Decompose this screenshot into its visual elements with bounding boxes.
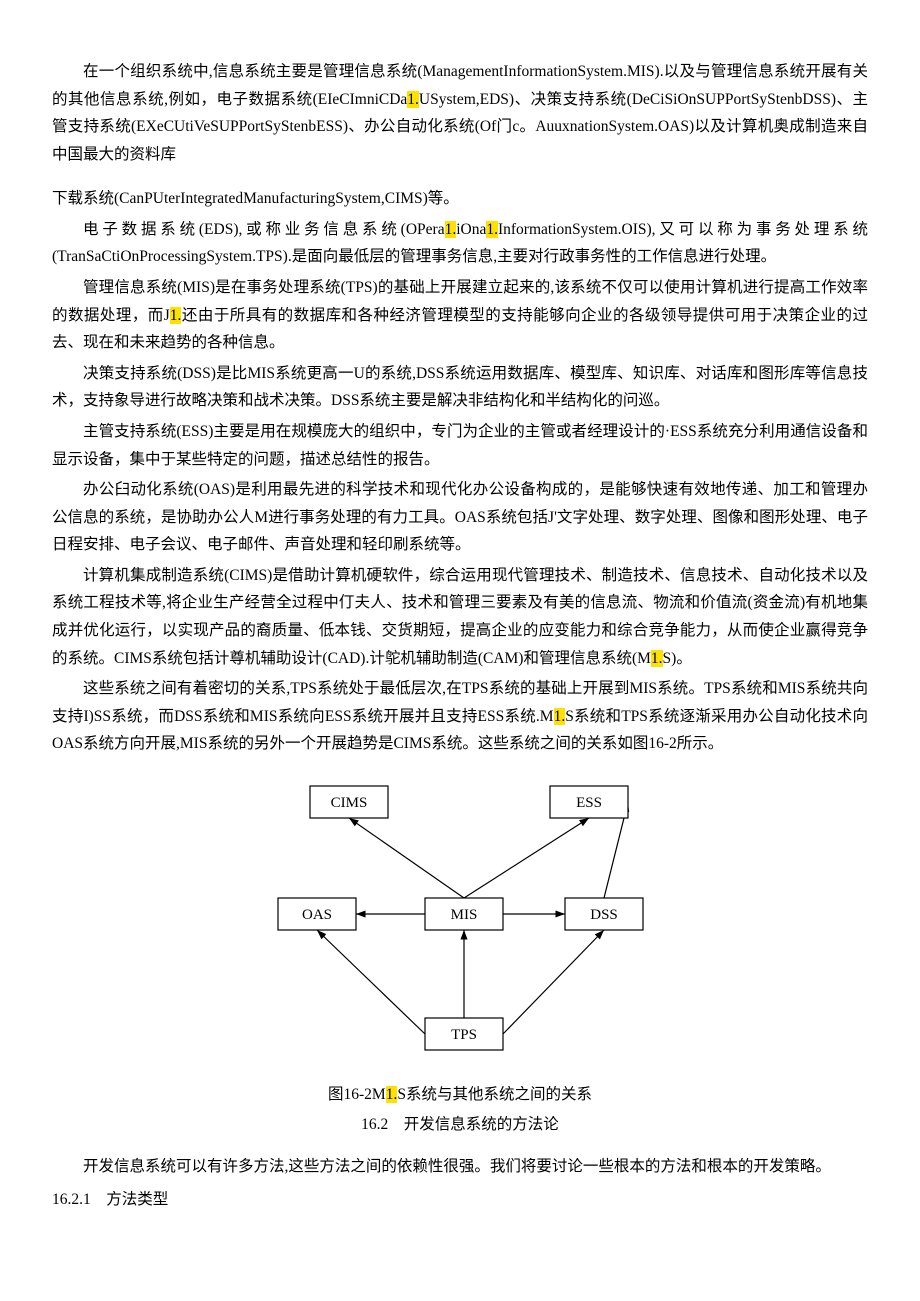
text: S)。 <box>663 650 692 667</box>
highlight: 1. <box>554 708 566 725</box>
document-page: 在一个组织系统中,信息系统主要是管理信息系统(ManagementInforma… <box>0 0 920 1257</box>
text: 16.2.1 方法类型 <box>52 1191 168 1208</box>
paragraph: 在一个组织系统中,信息系统主要是管理信息系统(ManagementInforma… <box>52 58 868 168</box>
paragraph: 下载系统(CanPUterIntegratedManufacturingSyst… <box>52 185 868 213</box>
paragraph: 决策支持系统(DSS)是比MIS系统更高一U的系统,DSS系统运用数据库、模型库… <box>52 360 868 415</box>
paragraph: 计算机集成制造系统(CIMS)是借助计算机硬软件，综合运用现代管理技术、制造技术… <box>52 562 868 672</box>
text: iOna <box>456 221 486 238</box>
text: S系统与其他系统之间的关系 <box>397 1086 592 1103</box>
svg-text:ESS: ESS <box>576 795 602 811</box>
highlight: 1. <box>445 221 457 238</box>
text: 主管支持系统(ESS)主要是用在规模庞大的组织中，专门为企业的主管或者经理设计的… <box>52 423 868 468</box>
text: 电子数据系统(EDS),或称业务信息系统(OPera <box>83 221 445 238</box>
paragraph: 办公臼动化系统(OAS)是利用最先进的科学技术和现代化办公设备构成的，是能够快速… <box>52 476 868 559</box>
paragraph: 电子数据系统(EDS),或称业务信息系统(OPera1.iOna1.Inform… <box>52 216 868 271</box>
spacer <box>52 171 868 185</box>
svg-text:TPS: TPS <box>451 1027 477 1043</box>
figure-caption: 图16-2M1.S系统与其他系统之间的关系 <box>52 1081 868 1109</box>
paragraph: 主管支持系统(ESS)主要是用在规模庞大的组织中，专门为企业的主管或者经理设计的… <box>52 418 868 473</box>
text: 图16-2M <box>328 1086 386 1103</box>
text: 办公臼动化系统(OAS)是利用最先进的科学技术和现代化办公设备构成的，是能够快速… <box>52 481 868 553</box>
svg-text:OAS: OAS <box>302 907 332 923</box>
svg-text:MIS: MIS <box>451 907 478 923</box>
spacer <box>52 1139 868 1153</box>
text: 下载系统(CanPUterIntegratedManufacturingSyst… <box>52 190 459 207</box>
text: 决策支持系统(DSS)是比MIS系统更高一U的系统,DSS系统运用数据库、模型库… <box>52 365 868 410</box>
highlight: 1. <box>407 91 419 108</box>
highlight: 1. <box>170 307 182 324</box>
svg-text:CIMS: CIMS <box>331 795 368 811</box>
text: 16.2 开发信息系统的方法论 <box>361 1116 559 1133</box>
highlight: 1. <box>486 221 498 238</box>
paragraph: 管理信息系统(MIS)是在事务处理系统(TPS)的基础上开展建立起来的,该系统不… <box>52 274 868 357</box>
text: 计算机集成制造系统(CIMS)是借助计算机硬软件，综合运用现代管理技术、制造技术… <box>52 567 868 667</box>
highlight: 1. <box>651 650 663 667</box>
text: 开发信息系统可以有许多方法,这些方法之间的依赖性很强。我们将要讨论一些根本的方法… <box>83 1158 831 1175</box>
systems-relationship-diagram: CIMS ESS OAS MIS DSS TPS <box>260 768 660 1068</box>
diagram-container: CIMS ESS OAS MIS DSS TPS <box>52 768 868 1078</box>
svg-text:DSS: DSS <box>590 907 618 923</box>
paragraph: 这些系统之间有着密切的关系,TPS系统处于最低层次,在TPS系统的基础上开展到M… <box>52 675 868 758</box>
paragraph: 开发信息系统可以有许多方法,这些方法之间的依赖性很强。我们将要讨论一些根本的方法… <box>52 1153 868 1181</box>
section-heading: 16.2 开发信息系统的方法论 <box>52 1111 868 1139</box>
subsection-heading: 16.2.1 方法类型 <box>52 1186 868 1214</box>
highlight: 1. <box>386 1086 398 1103</box>
